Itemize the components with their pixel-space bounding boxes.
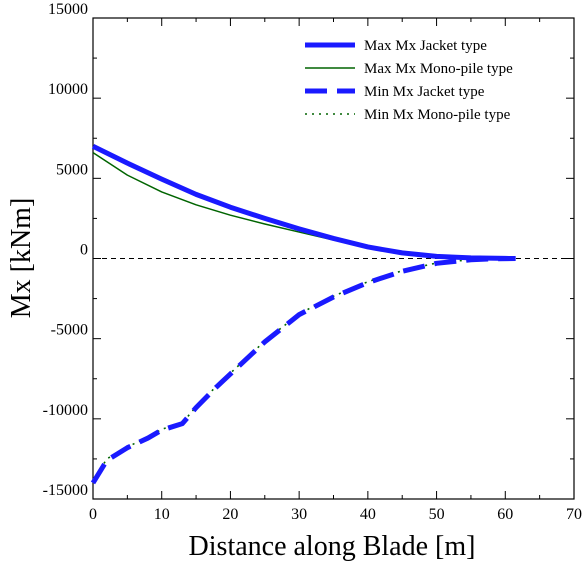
y-tick-label: -15000 bbox=[43, 482, 88, 499]
legend-label: Max Mx Mono-pile type bbox=[364, 61, 513, 77]
legend: Max Mx Jacket type Max Mx Mono-pile type M… bbox=[305, 38, 513, 123]
x-tick-label: 40 bbox=[360, 506, 376, 523]
x-tick-label: 50 bbox=[429, 506, 445, 523]
y-tick-label: -10000 bbox=[43, 402, 88, 419]
y-tick-label: 0 bbox=[80, 242, 88, 259]
y-tick-label: 5000 bbox=[56, 161, 88, 178]
x-tick-label: 60 bbox=[497, 506, 513, 523]
legend-label: Min Mx Jacket type bbox=[364, 84, 485, 100]
x-tick-label: 10 bbox=[154, 506, 170, 523]
legend-label: Min Mx Mono-pile type bbox=[364, 107, 511, 123]
x-tick-label: 0 bbox=[89, 506, 97, 523]
y-axis-title: Mx [kNm] bbox=[6, 198, 37, 319]
x-tick-label: 20 bbox=[222, 506, 238, 523]
series-lines bbox=[90, 144, 516, 485]
y-tick-label: -5000 bbox=[51, 322, 88, 339]
series-line-min-mx-mono-pile-type bbox=[92, 257, 516, 482]
x-axis-title: Distance along Blade [m] bbox=[189, 531, 476, 562]
x-tick-label: 30 bbox=[291, 506, 307, 523]
tick-labels: 0 10 20 30 40 50 60 70 15000 10000 5000 0 -5000 -1000… bbox=[43, 1, 582, 523]
y-tick-label: 10000 bbox=[48, 81, 88, 98]
y-tick-label: 15000 bbox=[48, 1, 88, 18]
series-line-max-mx-mono-pile-type bbox=[92, 152, 516, 260]
legend-label: Max Mx Jacket type bbox=[364, 38, 487, 54]
series-line-max-mx-jacket-type bbox=[91, 144, 516, 261]
axis-ticks bbox=[92, 17, 575, 500]
series-line-min-mx-jacket-type bbox=[90, 256, 516, 485]
x-tick-label: 70 bbox=[566, 506, 582, 523]
